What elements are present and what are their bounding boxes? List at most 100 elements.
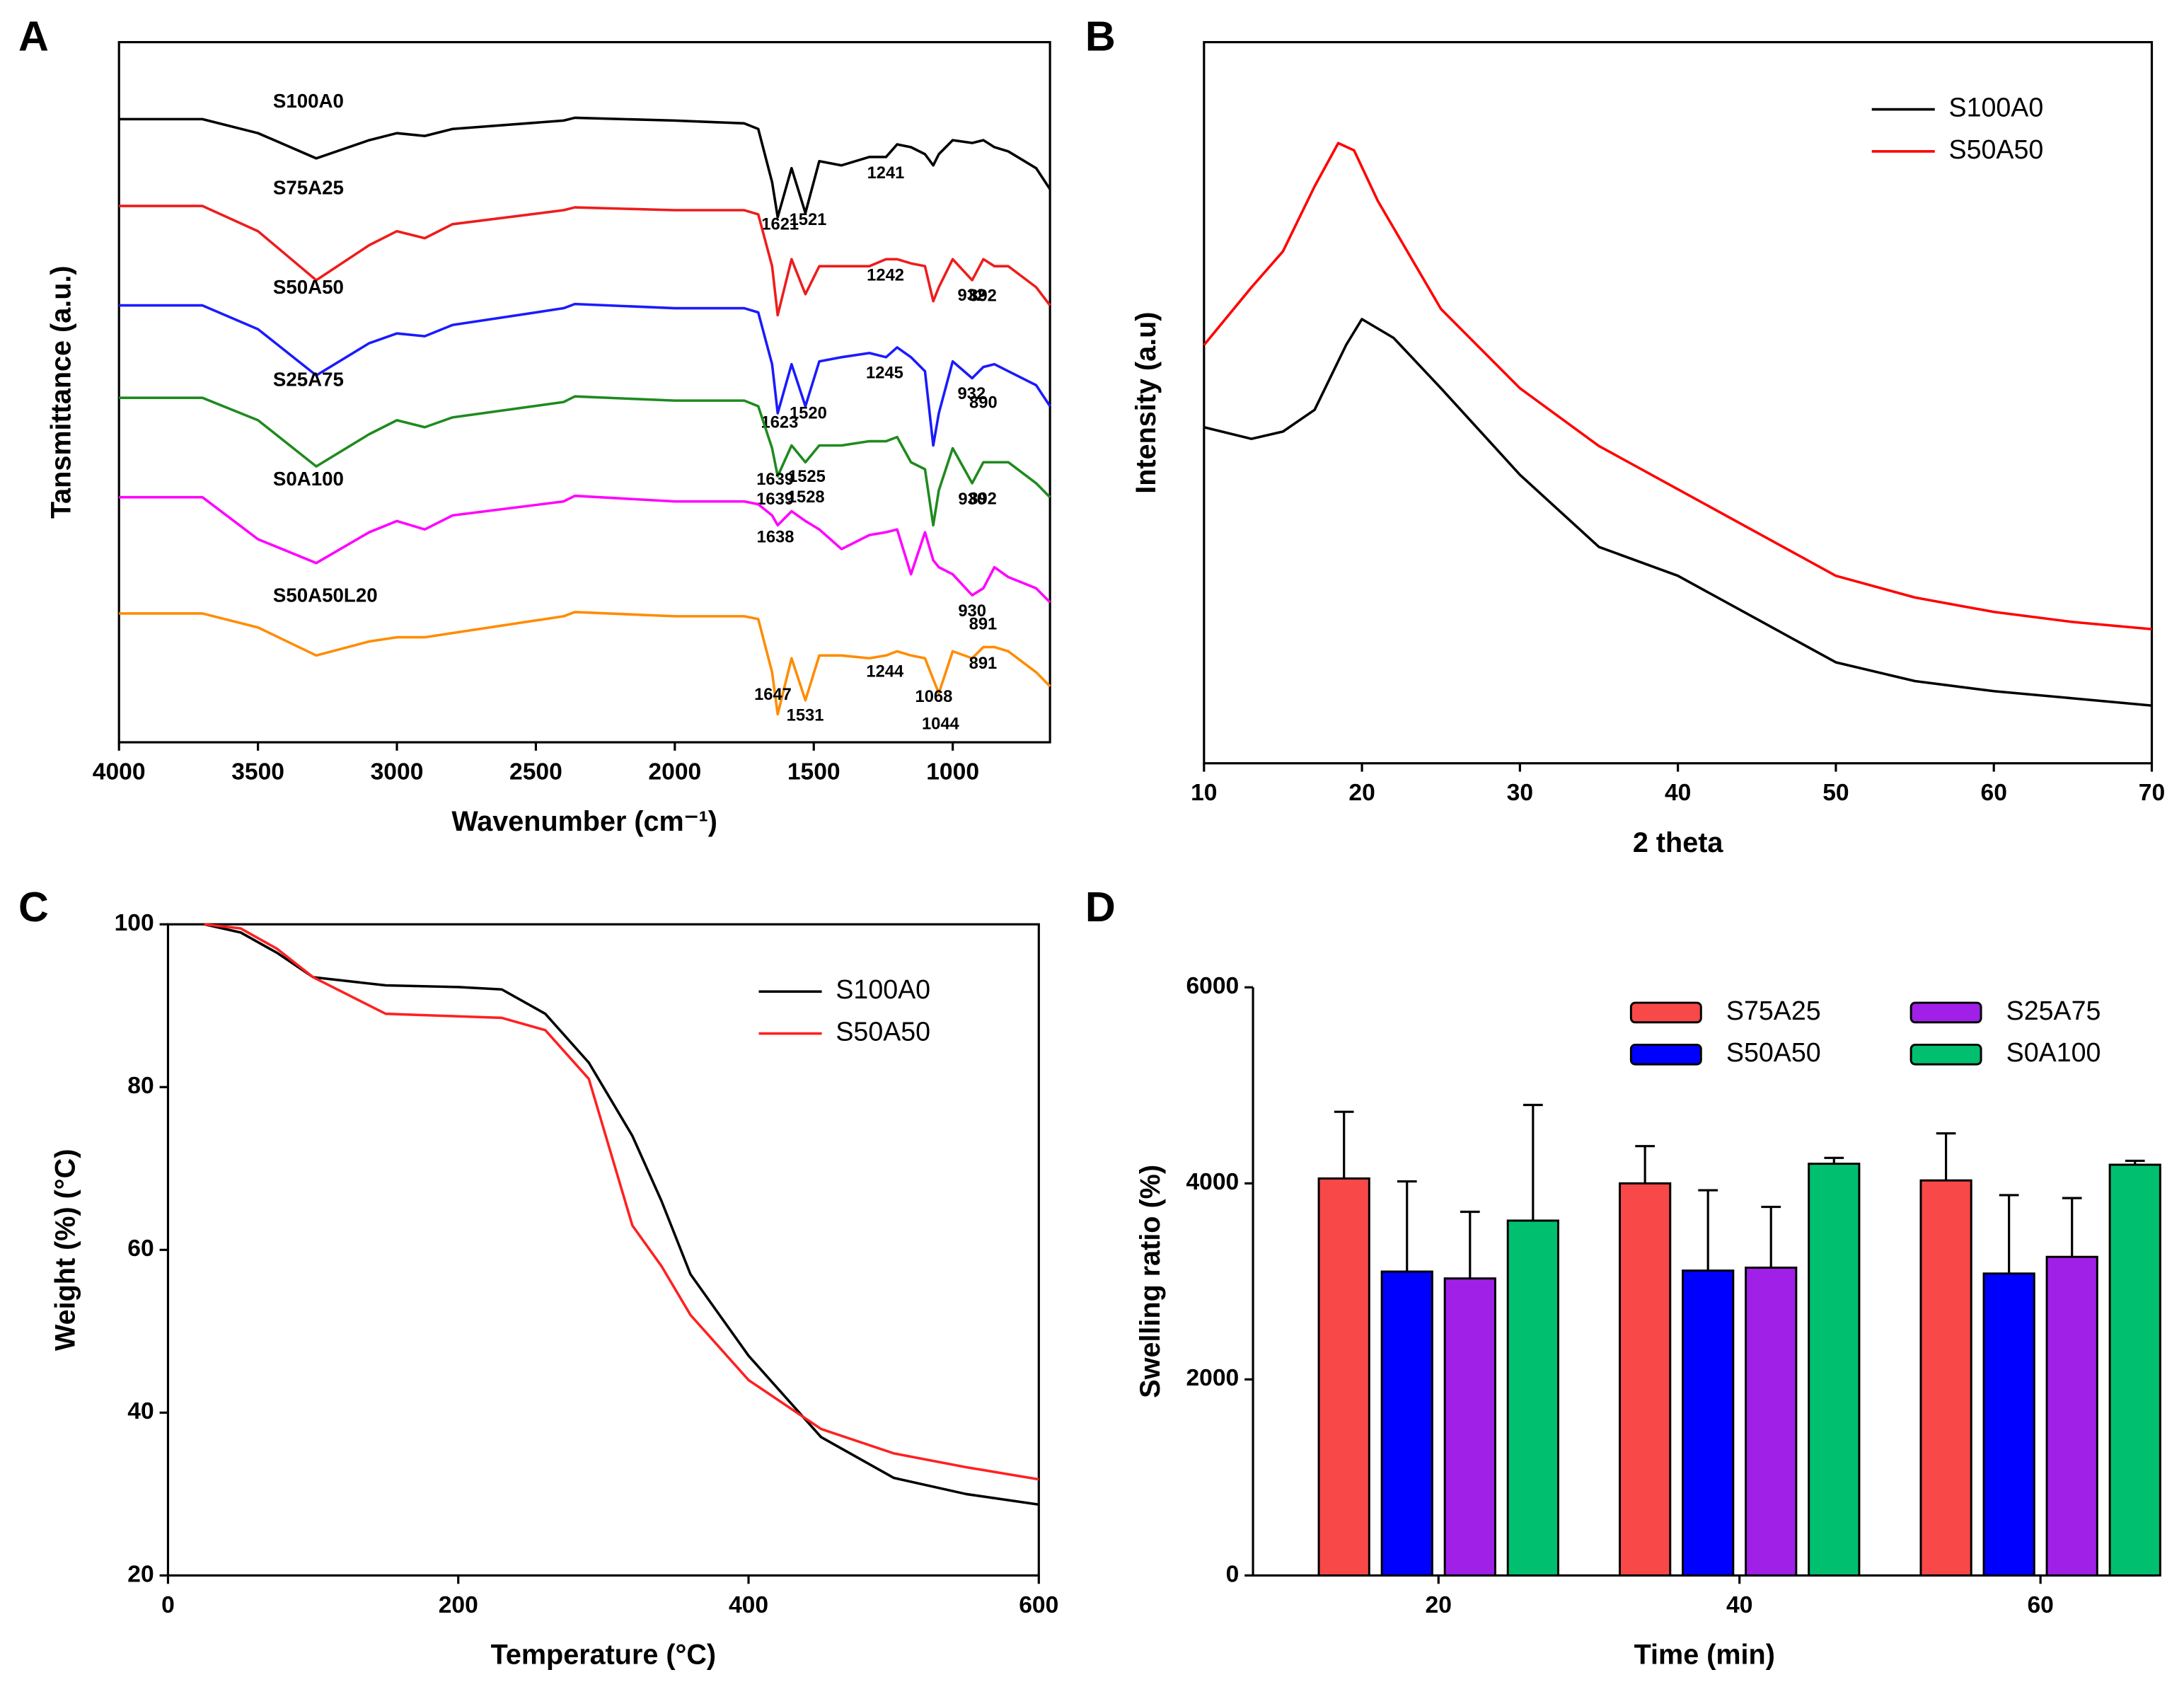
- bar: [1682, 1269, 1735, 1577]
- x-axis-title: Temperature (°C): [491, 1640, 716, 1671]
- plot-frame: [117, 40, 1051, 744]
- y-tick-label: 4000: [1186, 1169, 1239, 1195]
- panel-label: D: [1085, 883, 1116, 931]
- peak-label: 1639: [756, 471, 794, 489]
- x-tick-label: 40: [1665, 780, 1691, 806]
- peak-label: 892: [969, 287, 997, 305]
- series-line: [204, 923, 1039, 1507]
- peak-label: 891: [969, 655, 998, 673]
- series-label: S50A50L20: [273, 584, 378, 606]
- bar: [2045, 1255, 2098, 1577]
- bar: [1443, 1277, 1496, 1577]
- x-tick-label: 10: [1191, 780, 1217, 806]
- bar: [1380, 1270, 1433, 1577]
- panel-label: C: [18, 883, 49, 931]
- x-tick-label: 50: [1822, 780, 1849, 806]
- peak-label: 1647: [754, 686, 792, 704]
- bar: [1808, 1163, 1861, 1577]
- peak-label: 892: [969, 490, 997, 508]
- panel-label: B: [1085, 12, 1116, 59]
- y-axis-title: Tansmittance (a.u.): [46, 265, 77, 519]
- peak-label: 932: [958, 385, 986, 403]
- series-line: [1203, 142, 2152, 630]
- peak-label: 1068: [915, 688, 953, 706]
- y-tick-label: 80: [127, 1073, 154, 1099]
- legend-swatch: [1909, 1043, 1982, 1066]
- peak-label: 930: [958, 602, 986, 621]
- x-tick-label: 4000: [93, 759, 146, 785]
- x-tick-label: 3500: [231, 759, 284, 785]
- series-line: [119, 205, 1051, 317]
- y-tick-label: 20: [127, 1561, 154, 1587]
- x-tick-label: 600: [1019, 1592, 1058, 1618]
- y-tick-label: 60: [127, 1235, 154, 1262]
- bar: [1317, 1177, 1370, 1577]
- peak-label: 1621: [761, 215, 799, 234]
- x-tick-label: 200: [439, 1592, 478, 1618]
- legend-label: S0A100: [2006, 1037, 2101, 1067]
- peak-label: 1044: [922, 715, 960, 733]
- series-line: [204, 923, 1039, 1481]
- peak-label: 1520: [790, 404, 827, 422]
- bar: [1506, 1219, 1559, 1577]
- x-tick-label: 20: [1348, 780, 1375, 806]
- legend-label: S50A50: [836, 1017, 930, 1047]
- series-label: S100A0: [273, 90, 344, 112]
- x-tick-label: 2000: [648, 759, 701, 785]
- y-tick-label: 2000: [1186, 1365, 1239, 1391]
- x-tick-label: 1000: [926, 759, 979, 785]
- series-label: S75A25: [273, 177, 344, 199]
- y-tick-label: 100: [115, 910, 154, 936]
- peak-label: 890: [969, 393, 998, 412]
- bar: [1745, 1266, 1798, 1577]
- legend-swatch: [1909, 1001, 1982, 1024]
- x-tick-label: 40: [1726, 1592, 1752, 1618]
- x-tick-label: 70: [2139, 780, 2165, 806]
- peak-label: 1521: [790, 211, 827, 229]
- legend-label: S100A0: [836, 974, 930, 1004]
- peak-label: 932: [958, 287, 986, 305]
- peak-label: 1244: [866, 663, 904, 681]
- series-line: [119, 302, 1051, 447]
- y-axis-title: Weight (%) (°C): [50, 1149, 81, 1351]
- peak-label: 1242: [867, 267, 904, 285]
- y-axis-title: Swelling ratio (%): [1135, 1165, 1166, 1398]
- series-line: [119, 494, 1051, 604]
- y-tick-label: 0: [1226, 1561, 1240, 1587]
- y-tick-label: 40: [127, 1398, 154, 1424]
- x-tick-label: 30: [1507, 780, 1533, 806]
- x-axis-title: Wavenumber (cm⁻¹): [451, 806, 717, 837]
- peak-label: 1623: [761, 413, 799, 432]
- peak-label: 1638: [757, 529, 795, 547]
- x-tick-label: 60: [1981, 780, 2007, 806]
- x-tick-label: 3000: [371, 759, 424, 785]
- legend-label: S100A0: [1949, 92, 2044, 122]
- peak-label: 930: [958, 490, 986, 509]
- y-tick-label: 6000: [1186, 973, 1239, 999]
- series-line: [1203, 318, 2152, 707]
- y-axis-title: Intensity (a.u): [1131, 312, 1162, 494]
- bar: [2108, 1163, 2161, 1577]
- series-line: [119, 395, 1051, 527]
- legend-label: S50A50: [1726, 1037, 1821, 1067]
- legend-label: S50A50: [1949, 134, 2044, 164]
- peak-label: 1245: [866, 364, 903, 382]
- series-line: [119, 611, 1051, 716]
- x-axis-title: Time (min): [1634, 1640, 1775, 1671]
- peak-label: 1639: [756, 490, 794, 509]
- bar: [1919, 1179, 1972, 1577]
- x-tick-label: 1500: [787, 759, 840, 785]
- peak-label: 891: [969, 615, 998, 633]
- series-label: S25A75: [273, 369, 344, 391]
- legend-label: S75A25: [1726, 996, 1821, 1025]
- x-tick-label: 2500: [509, 759, 562, 785]
- x-axis-title: 2 theta: [1633, 827, 1724, 858]
- legend-swatch: [1629, 1043, 1702, 1066]
- x-tick-label: 0: [161, 1592, 175, 1618]
- legend-swatch: [1629, 1001, 1702, 1024]
- bar: [1982, 1272, 2035, 1577]
- series-label: S0A100: [273, 468, 344, 490]
- x-tick-label: 400: [729, 1592, 768, 1618]
